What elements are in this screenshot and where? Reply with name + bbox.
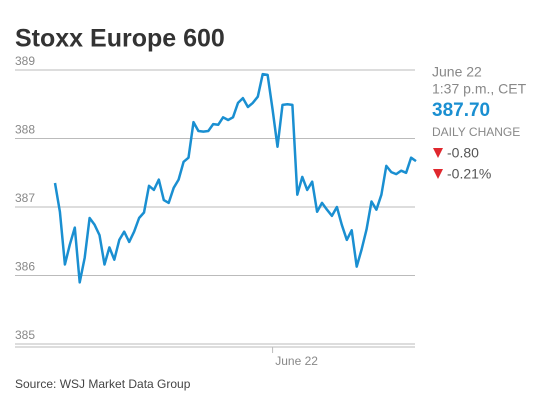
y-tick-label: 385: [15, 328, 35, 342]
side-change: -0.80: [447, 145, 479, 161]
y-tick-label: 389: [15, 54, 35, 68]
side-change-label: DAILY CHANGE: [432, 125, 520, 139]
down-icon: [433, 169, 443, 179]
side-date: June 22: [432, 64, 482, 80]
price-line: [53, 72, 417, 284]
y-tick-label: 388: [15, 123, 35, 137]
side-last: 387.70: [432, 100, 490, 121]
down-icon: [433, 148, 443, 158]
y-tick-label: 387: [15, 191, 35, 205]
side-change-pct: -0.21%: [447, 166, 491, 182]
source: Source: WSJ Market Data Group: [15, 377, 191, 391]
chart-title: Stoxx Europe 600: [15, 25, 225, 53]
side-time: 1:37 p.m., CET: [432, 81, 527, 97]
x-tick-label: June 22: [275, 354, 318, 368]
y-tick-label: 386: [15, 260, 35, 274]
